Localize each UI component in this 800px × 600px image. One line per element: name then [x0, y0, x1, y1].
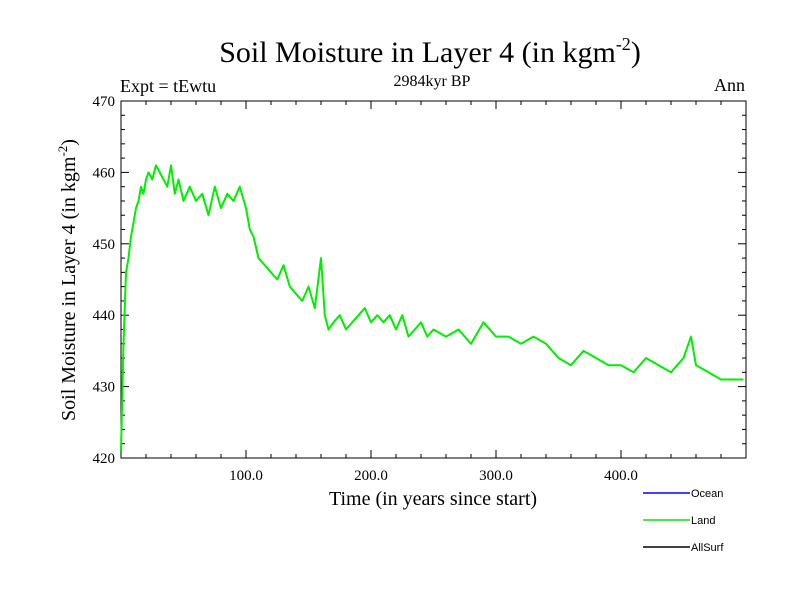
y-tick-label: 420 [93, 451, 116, 467]
y-tick-label: 430 [93, 380, 116, 396]
series-line-land [120, 164, 744, 451]
y-axis-label: Soil Moisture in Layer 4 (in kgm-2) [55, 139, 80, 421]
legend-label-allsurf: AllSurf [691, 542, 724, 554]
y-tick-label: 470 [93, 94, 116, 110]
x-tick-label: 200.0 [354, 468, 388, 484]
chart-title: Soil Moisture in Layer 4 (in kgm-2) [219, 34, 641, 69]
plot-frame [120, 100, 747, 459]
x-tick-label: 300.0 [479, 468, 513, 484]
expt-label: Expt = tEwtu [120, 76, 216, 96]
y-axis-ticks: 420 430 440 450 460 470 [93, 94, 746, 467]
x-axis-label: Time (in years since start) [329, 488, 537, 510]
period-label: Ann [714, 75, 745, 95]
y-tick-label: 440 [93, 308, 116, 324]
y-tick-label: 460 [93, 165, 116, 181]
x-tick-label: 100.0 [229, 468, 263, 484]
x-tick-label: 400.0 [604, 468, 638, 484]
legend-label-ocean: Ocean [691, 488, 723, 500]
x-axis-ticks: 100.0 200.0 300.0 400.0 [145, 101, 722, 484]
legend-label-land: Land [691, 515, 715, 527]
chart-legend: Ocean Land AllSurf [643, 488, 724, 554]
chart-subtitle: 2984kyr BP [394, 73, 471, 90]
y-tick-label: 450 [93, 237, 116, 253]
